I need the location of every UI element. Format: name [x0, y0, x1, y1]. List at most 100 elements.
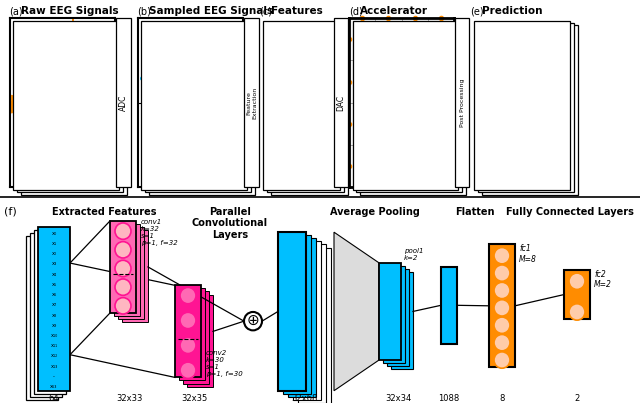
Text: x₃: x₃	[51, 262, 56, 266]
Text: (f): (f)	[4, 207, 17, 216]
Circle shape	[494, 317, 510, 333]
Text: 8: 8	[499, 395, 505, 403]
Text: x₀: x₀	[51, 231, 56, 236]
Text: 32x34: 32x34	[385, 395, 411, 403]
Bar	[391, 272, 413, 369]
Bar	[110, 221, 136, 313]
Text: Flatten: Flatten	[455, 207, 495, 216]
Text: (b): (b)	[138, 6, 152, 16]
Text: amplitude: amplitude	[285, 152, 310, 158]
Bar	[30, 233, 62, 397]
Text: 32x33: 32x33	[116, 395, 142, 403]
Text: (e): (e)	[470, 6, 484, 16]
Text: fc1
M=8: fc1 M=8	[519, 245, 537, 264]
Text: x₆: x₆	[51, 292, 56, 297]
Text: median absolute: median absolute	[277, 105, 318, 110]
Text: 1088: 1088	[438, 395, 460, 403]
Circle shape	[115, 260, 131, 276]
Bar	[175, 285, 201, 378]
Bar	[278, 232, 306, 391]
Bar	[183, 291, 209, 384]
Bar	[383, 266, 405, 363]
Circle shape	[494, 247, 510, 264]
Text: conv1
k=32
s=1
p=1, f=32: conv1 k=32 s=1 p=1, f=32	[141, 219, 178, 246]
Circle shape	[115, 223, 131, 239]
Text: Ictal: Ictal	[501, 48, 536, 62]
Text: Preictal: Preictal	[488, 94, 548, 108]
Circle shape	[494, 334, 510, 351]
Text: ADC: ADC	[119, 95, 128, 111]
Text: -: -	[53, 374, 55, 379]
Text: Parallel
Convolutional
Layers: Parallel Convolutional Layers	[192, 207, 268, 240]
Circle shape	[494, 282, 510, 299]
Text: variance: variance	[287, 42, 308, 47]
Bar	[387, 269, 409, 366]
Circle shape	[115, 298, 131, 314]
Bar	[298, 245, 326, 403]
Text: fc2
M=2: fc2 M=2	[594, 270, 612, 289]
Text: Prediction: Prediction	[482, 6, 543, 16]
Bar	[187, 295, 213, 386]
Bar	[441, 267, 457, 344]
Bar	[114, 224, 140, 316]
Text: DAC: DAC	[337, 95, 346, 111]
Bar	[26, 236, 58, 400]
Circle shape	[180, 337, 196, 353]
Bar	[293, 241, 321, 400]
Text: (d): (d)	[349, 6, 362, 16]
Text: x₂: x₂	[51, 251, 56, 256]
Circle shape	[494, 300, 510, 316]
Bar	[564, 270, 590, 319]
Text: x₉: x₉	[51, 323, 56, 328]
Bar	[34, 230, 66, 394]
Text: x₁₀: x₁₀	[51, 333, 58, 338]
Bar	[283, 235, 311, 394]
Bar	[303, 247, 331, 403]
Text: ⊕: ⊕	[246, 313, 259, 328]
Text: 32x68: 32x68	[291, 395, 317, 403]
Text: conv2
k=30
s=1
p=1, f=30: conv2 k=30 s=1 p=1, f=30	[206, 350, 243, 377]
Text: x₁₁: x₁₁	[51, 343, 58, 348]
Text: Average Pooling: Average Pooling	[330, 207, 420, 216]
Text: x₇: x₇	[51, 302, 56, 307]
Text: x₁: x₁	[51, 241, 56, 246]
Circle shape	[115, 242, 131, 258]
Circle shape	[180, 287, 196, 304]
Text: Raw EEG Signals: Raw EEG Signals	[21, 6, 119, 16]
Circle shape	[569, 273, 585, 289]
Text: coefficient of variation: coefficient of variation	[270, 89, 325, 95]
Text: shannon entropy: shannon entropy	[276, 168, 319, 173]
Text: 32x35: 32x35	[181, 395, 207, 403]
Bar	[122, 230, 148, 322]
Text: Interictal: Interictal	[483, 140, 554, 154]
Circle shape	[115, 279, 131, 295]
Text: pool1
k=2: pool1 k=2	[404, 248, 424, 261]
Text: x₁₃: x₁₃	[51, 364, 58, 369]
Text: 64: 64	[49, 395, 60, 403]
Polygon shape	[334, 232, 379, 391]
Bar	[118, 227, 144, 319]
Circle shape	[244, 312, 262, 330]
Text: Accelerator: Accelerator	[360, 6, 428, 16]
Text: x₄: x₄	[51, 272, 56, 276]
Text: Post Processing: Post Processing	[460, 79, 465, 127]
Text: Fully Connected Layers: Fully Connected Layers	[506, 207, 634, 216]
Circle shape	[180, 362, 196, 378]
Text: Features: Features	[271, 6, 323, 16]
Bar	[179, 289, 205, 380]
Text: Extracted Features: Extracted Features	[52, 207, 157, 216]
Bar	[489, 245, 515, 367]
Text: skewness: skewness	[286, 58, 309, 63]
Text: kurtosis: kurtosis	[288, 74, 307, 79]
Text: (a): (a)	[10, 6, 23, 16]
Circle shape	[494, 352, 510, 368]
Bar	[38, 227, 70, 391]
Circle shape	[569, 304, 585, 320]
Circle shape	[180, 312, 196, 329]
Text: mean: mean	[291, 27, 305, 31]
Bar	[288, 238, 316, 397]
Text: 2: 2	[574, 395, 580, 403]
Text: x₁₂: x₁₂	[51, 353, 58, 358]
Circle shape	[494, 265, 510, 281]
Text: deviation: deviation	[286, 121, 309, 126]
